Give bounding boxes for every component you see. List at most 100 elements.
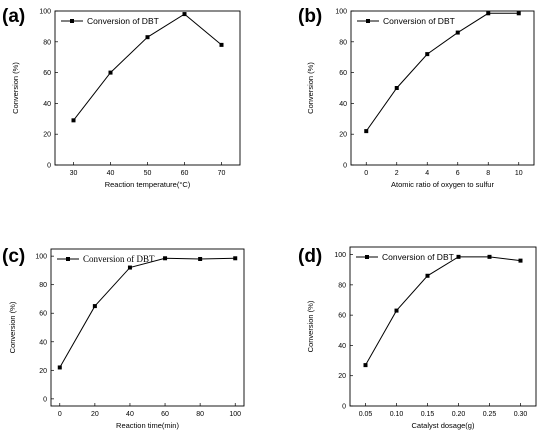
- data-point: [198, 256, 203, 261]
- x-tick-label: 100: [229, 411, 241, 418]
- data-point: [145, 35, 150, 40]
- x-tick-label: 0: [364, 170, 368, 177]
- y-tick-label: 0: [47, 163, 51, 170]
- panel-letter: (a): [2, 6, 25, 27]
- data-point: [425, 52, 430, 57]
- x-tick-label: 40: [126, 411, 134, 418]
- y-tick-label: 100: [35, 254, 47, 261]
- y-tick-label: 100: [39, 9, 51, 16]
- x-axis-label: Reaction time(min): [116, 421, 179, 430]
- x-tick-label: 20: [91, 411, 99, 418]
- panel-letter: (c): [2, 246, 25, 267]
- x-tick-label: 80: [196, 411, 204, 418]
- legend-label: Conversion of DBT: [382, 252, 454, 262]
- y-axis-label: Conversion (%): [8, 301, 17, 353]
- x-tick-label: 30: [70, 170, 78, 177]
- x-tick-label: 8: [486, 170, 490, 177]
- data-point: [487, 254, 492, 259]
- y-tick-label: 20: [39, 368, 47, 375]
- x-tick-label: 60: [161, 411, 169, 418]
- y-tick-label: 40: [338, 343, 346, 350]
- data-point: [71, 118, 76, 123]
- y-tick-label: 100: [335, 9, 347, 16]
- y-tick-label: 40: [39, 339, 47, 346]
- y-tick-label: 20: [43, 132, 51, 139]
- chart-panel-4: (d) 0.05 0.10 0.15 0.20 0.25 0.30 0 20 40 60 80 100 C…: [298, 246, 537, 430]
- data-point: [108, 70, 113, 75]
- plot-frame: [349, 246, 537, 407]
- data-point: [127, 265, 132, 270]
- data-point: [364, 129, 369, 134]
- y-tick-label: 80: [338, 282, 346, 289]
- plot-frame: [50, 248, 245, 407]
- y-axis-label: Conversion (%): [306, 62, 315, 114]
- chart-panel-3: (c) 0 20 40 60 80 100 0 20 40 60 80 100 Reaction time…: [2, 246, 245, 430]
- series-line: [73, 13, 222, 121]
- x-tick-label: 10: [515, 170, 523, 177]
- data-point: [233, 256, 238, 261]
- legend-label: Conversion of DBT: [383, 16, 455, 26]
- y-tick-label: 80: [39, 282, 47, 289]
- panel-letter: (b): [298, 6, 322, 27]
- x-tick-label: 0.20: [452, 411, 466, 418]
- y-tick-label: 60: [339, 70, 347, 77]
- x-tick-label: 0.30: [514, 411, 528, 418]
- chart-panel-1: (a) 30 40 50 60 70 0 20 40 60 80 100 Reaction temper…: [2, 6, 241, 189]
- y-tick-label: 100: [334, 252, 346, 259]
- y-tick-label: 0: [43, 396, 47, 403]
- data-point: [92, 304, 97, 309]
- data-point: [394, 308, 399, 313]
- x-tick-label: 0: [58, 411, 62, 418]
- data-point: [518, 258, 523, 263]
- data-point: [163, 256, 168, 261]
- x-tick-label: 6: [456, 170, 460, 177]
- legend-label: Conversion of DBT: [87, 16, 159, 26]
- x-tick-label: 0.25: [483, 411, 497, 418]
- legend-marker: [70, 19, 74, 23]
- legend-label: Conversion of DBT: [83, 254, 155, 264]
- x-tick-label: 4: [425, 170, 429, 177]
- data-point: [219, 42, 224, 47]
- data-point: [425, 273, 430, 278]
- x-axis-label: Reaction temperature(°C): [105, 180, 191, 189]
- y-tick-label: 60: [43, 70, 51, 77]
- y-tick-label: 40: [43, 101, 51, 108]
- y-axis-label: Conversion (%): [306, 300, 315, 352]
- series-line: [365, 256, 521, 366]
- y-tick-label: 0: [343, 163, 347, 170]
- plot-frame: [350, 10, 535, 166]
- y-tick-label: 60: [39, 311, 47, 318]
- plot-frame: [54, 10, 241, 166]
- data-point: [57, 365, 62, 370]
- x-axis-label: Catalyst dosage(g): [412, 421, 475, 430]
- y-axis-label: Conversion (%): [11, 62, 20, 114]
- y-tick-label: 80: [339, 39, 347, 46]
- x-tick-label: 0.10: [390, 411, 404, 418]
- legend-marker: [366, 19, 370, 23]
- x-axis-label: Atomic ratio of oxygen to sulfur: [391, 180, 494, 189]
- x-tick-label: 40: [107, 170, 115, 177]
- panel-letter: (d): [298, 246, 322, 267]
- data-point: [182, 12, 187, 17]
- legend-marker: [66, 257, 70, 261]
- y-tick-label: 20: [338, 373, 346, 380]
- x-tick-label: 50: [144, 170, 152, 177]
- data-point: [486, 11, 491, 16]
- y-tick-label: 80: [43, 39, 51, 46]
- x-tick-label: 60: [181, 170, 189, 177]
- data-point: [363, 363, 368, 368]
- legend-marker: [365, 255, 369, 259]
- y-tick-label: 0: [342, 404, 346, 411]
- y-tick-label: 20: [339, 132, 347, 139]
- x-tick-label: 0.05: [359, 411, 373, 418]
- series-line: [365, 12, 519, 132]
- x-tick-label: 2: [395, 170, 399, 177]
- data-point: [394, 86, 399, 90]
- x-tick-label: 0.15: [421, 411, 435, 418]
- y-tick-label: 40: [339, 101, 347, 108]
- data-point: [516, 11, 521, 16]
- series-line: [59, 257, 236, 368]
- data-point: [455, 30, 460, 35]
